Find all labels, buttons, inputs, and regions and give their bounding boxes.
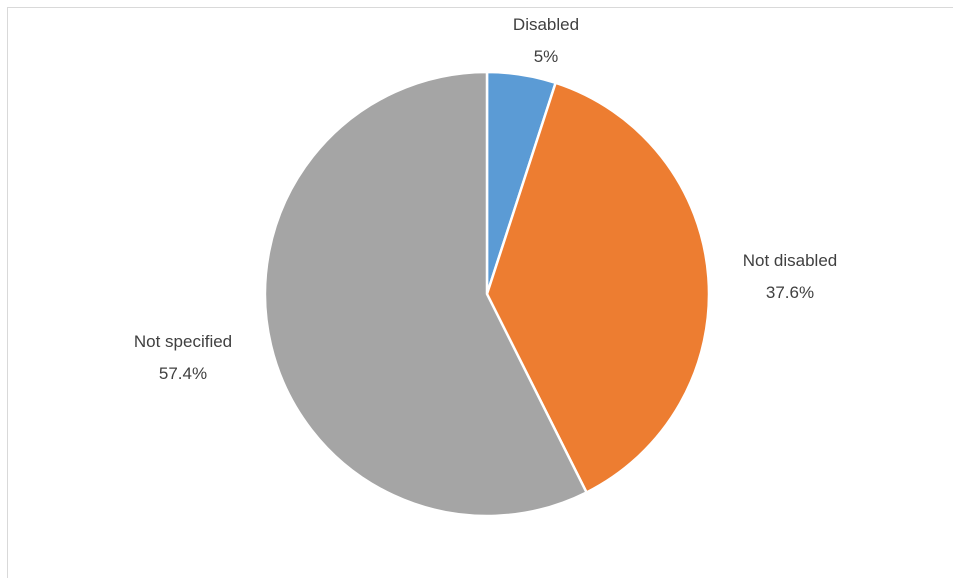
data-label-name-disabled: Disabled <box>513 15 579 34</box>
pie-slice-not-disabled <box>485 81 711 494</box>
data-label-value-disabled: 5% <box>534 47 559 66</box>
data-label-value-not-disabled: 37.6% <box>766 283 814 302</box>
data-label-value-not-specified: 57.4% <box>159 364 207 383</box>
pie-slices <box>263 70 711 518</box>
data-labels: Disabled 5% Not disabled 37.6% Not specified… <box>134 15 837 383</box>
data-label-name-not-specified: Not specified <box>134 332 232 351</box>
pie-slice-not-specified <box>263 70 588 518</box>
data-label-name-not-disabled: Not disabled <box>743 251 838 270</box>
